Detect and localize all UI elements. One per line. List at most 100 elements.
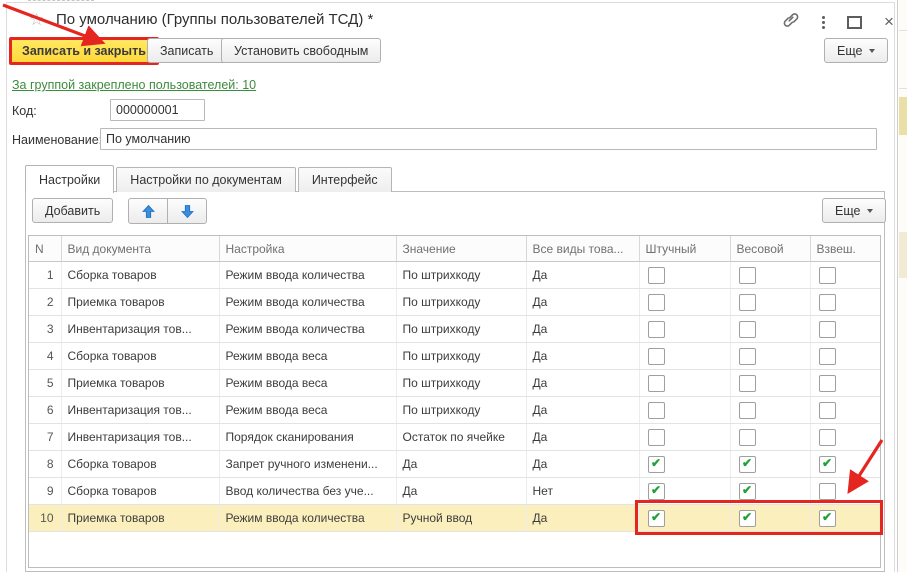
column-header-weighed[interactable]: Взвеш. — [810, 236, 880, 262]
column-header-doc[interactable]: Вид документа — [61, 236, 220, 262]
checkbox-unit[interactable] — [647, 293, 665, 311]
cell-weighed[interactable] — [810, 396, 880, 424]
checkbox-unit[interactable] — [647, 374, 665, 392]
window-edge-strip — [897, 0, 907, 572]
checkbox-weight[interactable] — [738, 320, 756, 338]
cell-unit[interactable] — [639, 396, 731, 424]
kebab-menu-icon[interactable] — [822, 14, 826, 30]
table-row[interactable]: 7 Инвентаризация тов... Порядок сканирован… — [29, 423, 880, 451]
checkbox-weight[interactable] — [738, 428, 756, 446]
set-free-button[interactable]: Установить свободным — [221, 38, 382, 63]
checkbox-weight[interactable] — [738, 401, 756, 419]
table-row[interactable]: 4 Сборка товаров Режим ввода веса По штрихк… — [29, 342, 880, 370]
checkbox-weighed[interactable] — [818, 347, 836, 365]
cell-unit[interactable] — [639, 423, 731, 451]
cell-weighed[interactable] — [810, 342, 880, 370]
column-header-unit[interactable]: Штучный — [639, 236, 731, 262]
tab-settings-by-documents[interactable]: Настройки по документам — [116, 167, 296, 192]
column-header-n[interactable]: N — [29, 236, 62, 262]
add-button[interactable]: Добавить — [32, 198, 114, 223]
table-row[interactable]: 6 Инвентаризация тов... Режим ввода веса По… — [29, 396, 880, 424]
checkbox-weighed[interactable]: ✔ — [818, 509, 836, 527]
checkbox-weight[interactable] — [738, 293, 756, 311]
column-header-setting[interactable]: Настройка — [219, 236, 397, 262]
checkbox-weight[interactable]: ✔ — [738, 482, 756, 500]
cell-weighed[interactable] — [810, 261, 880, 289]
cell-unit[interactable] — [639, 369, 731, 397]
users-assigned-link[interactable]: За группой закреплено пользователей: 10 — [12, 78, 257, 92]
column-header-weight[interactable]: Весовой — [730, 236, 811, 262]
cell-weighed[interactable] — [810, 315, 880, 343]
cell-unit[interactable]: ✔ — [639, 504, 731, 532]
copy-link-icon[interactable] — [782, 12, 800, 33]
cell-weight[interactable]: ✔ — [730, 450, 811, 478]
checkbox-weight[interactable] — [738, 347, 756, 365]
checkbox-weight[interactable]: ✔ — [738, 455, 756, 473]
favorite-star-icon[interactable]: ☆ — [29, 10, 45, 29]
move-down-button[interactable] — [167, 198, 207, 224]
column-header-all[interactable]: Все виды това... — [526, 236, 640, 262]
checkbox-unit[interactable] — [647, 401, 665, 419]
cell-weighed[interactable] — [810, 288, 880, 316]
more-button-table[interactable]: Еще — [822, 198, 887, 223]
cell-weighed[interactable]: ✔ — [810, 504, 880, 532]
table-row[interactable]: 2 Приемка товаров Режим ввода количества По… — [29, 288, 880, 316]
name-input[interactable] — [100, 128, 877, 150]
table-row[interactable]: 5 Приемка товаров Режим ввода веса По штрих… — [29, 369, 880, 397]
cell-unit[interactable] — [639, 288, 731, 316]
cell-weight[interactable] — [730, 315, 811, 343]
save-button[interactable]: Записать — [147, 38, 227, 63]
cell-unit[interactable] — [639, 261, 731, 289]
checkbox-weighed[interactable] — [818, 293, 836, 311]
table-row[interactable]: 1 Сборка товаров Режим ввода количества По … — [29, 261, 880, 289]
checkbox-unit[interactable] — [647, 320, 665, 338]
cell-unit[interactable] — [639, 315, 731, 343]
checkbox-unit[interactable] — [647, 428, 665, 446]
cell-weight[interactable] — [730, 396, 811, 424]
checkbox-unit[interactable]: ✔ — [647, 509, 665, 527]
tab-settings[interactable]: Настройки — [25, 165, 115, 193]
tab-interface[interactable]: Интерфейс — [297, 167, 392, 192]
settings-table: N Вид документа Настройка Значение Все виды … — [28, 235, 881, 568]
checkbox-weight[interactable] — [738, 374, 756, 392]
close-icon[interactable]: × — [884, 12, 894, 31]
checkbox-weighed[interactable] — [818, 401, 836, 419]
table-row[interactable]: 3 Инвентаризация тов... Режим ввода количе… — [29, 315, 880, 343]
checkbox-unit[interactable]: ✔ — [647, 482, 665, 500]
checkbox-weighed[interactable]: ✔ — [818, 455, 836, 473]
cell-weighed[interactable] — [810, 369, 880, 397]
cell-weighed[interactable] — [810, 477, 880, 505]
cell-unit[interactable]: ✔ — [639, 450, 731, 478]
cell-weight[interactable] — [730, 288, 811, 316]
checkbox-unit[interactable] — [647, 347, 665, 365]
table-row[interactable]: 9 Сборка товаров Ввод количества без уче..… — [29, 477, 880, 505]
cell-unit[interactable]: ✔ — [639, 477, 731, 505]
more-button-top[interactable]: Еще — [824, 38, 889, 63]
checkbox-weighed[interactable] — [818, 482, 836, 500]
maximize-icon[interactable] — [847, 15, 863, 29]
cell-weighed[interactable] — [810, 423, 880, 451]
checkbox-weighed[interactable] — [818, 374, 836, 392]
cell-weight[interactable] — [730, 423, 811, 451]
checkbox-weighed[interactable] — [818, 266, 836, 284]
cell-weighed[interactable]: ✔ — [810, 450, 880, 478]
checkbox-unit[interactable]: ✔ — [647, 455, 665, 473]
cell-weight[interactable]: ✔ — [730, 477, 811, 505]
cell-weight[interactable] — [730, 369, 811, 397]
cell-unit[interactable] — [639, 342, 731, 370]
save-and-close-button[interactable]: Записать и закрыть — [9, 37, 159, 65]
checkbox-weighed[interactable] — [818, 428, 836, 446]
cell-weight[interactable] — [730, 261, 811, 289]
tab-interface-label: Интерфейс — [311, 173, 378, 187]
checkbox-weight[interactable]: ✔ — [738, 509, 756, 527]
column-header-value[interactable]: Значение — [396, 236, 527, 262]
table-row[interactable]: 8 Сборка товаров Запрет ручного изменени..… — [29, 450, 880, 478]
cell-weight[interactable]: ✔ — [730, 504, 811, 532]
checkbox-weighed[interactable] — [818, 320, 836, 338]
cell-weight[interactable] — [730, 342, 811, 370]
checkbox-unit[interactable] — [647, 266, 665, 284]
table-row[interactable]: 10 Приемка товаров Режим ввода количества Р… — [29, 504, 880, 532]
code-input[interactable] — [110, 99, 205, 121]
move-up-button[interactable] — [128, 198, 168, 224]
checkbox-weight[interactable] — [738, 266, 756, 284]
